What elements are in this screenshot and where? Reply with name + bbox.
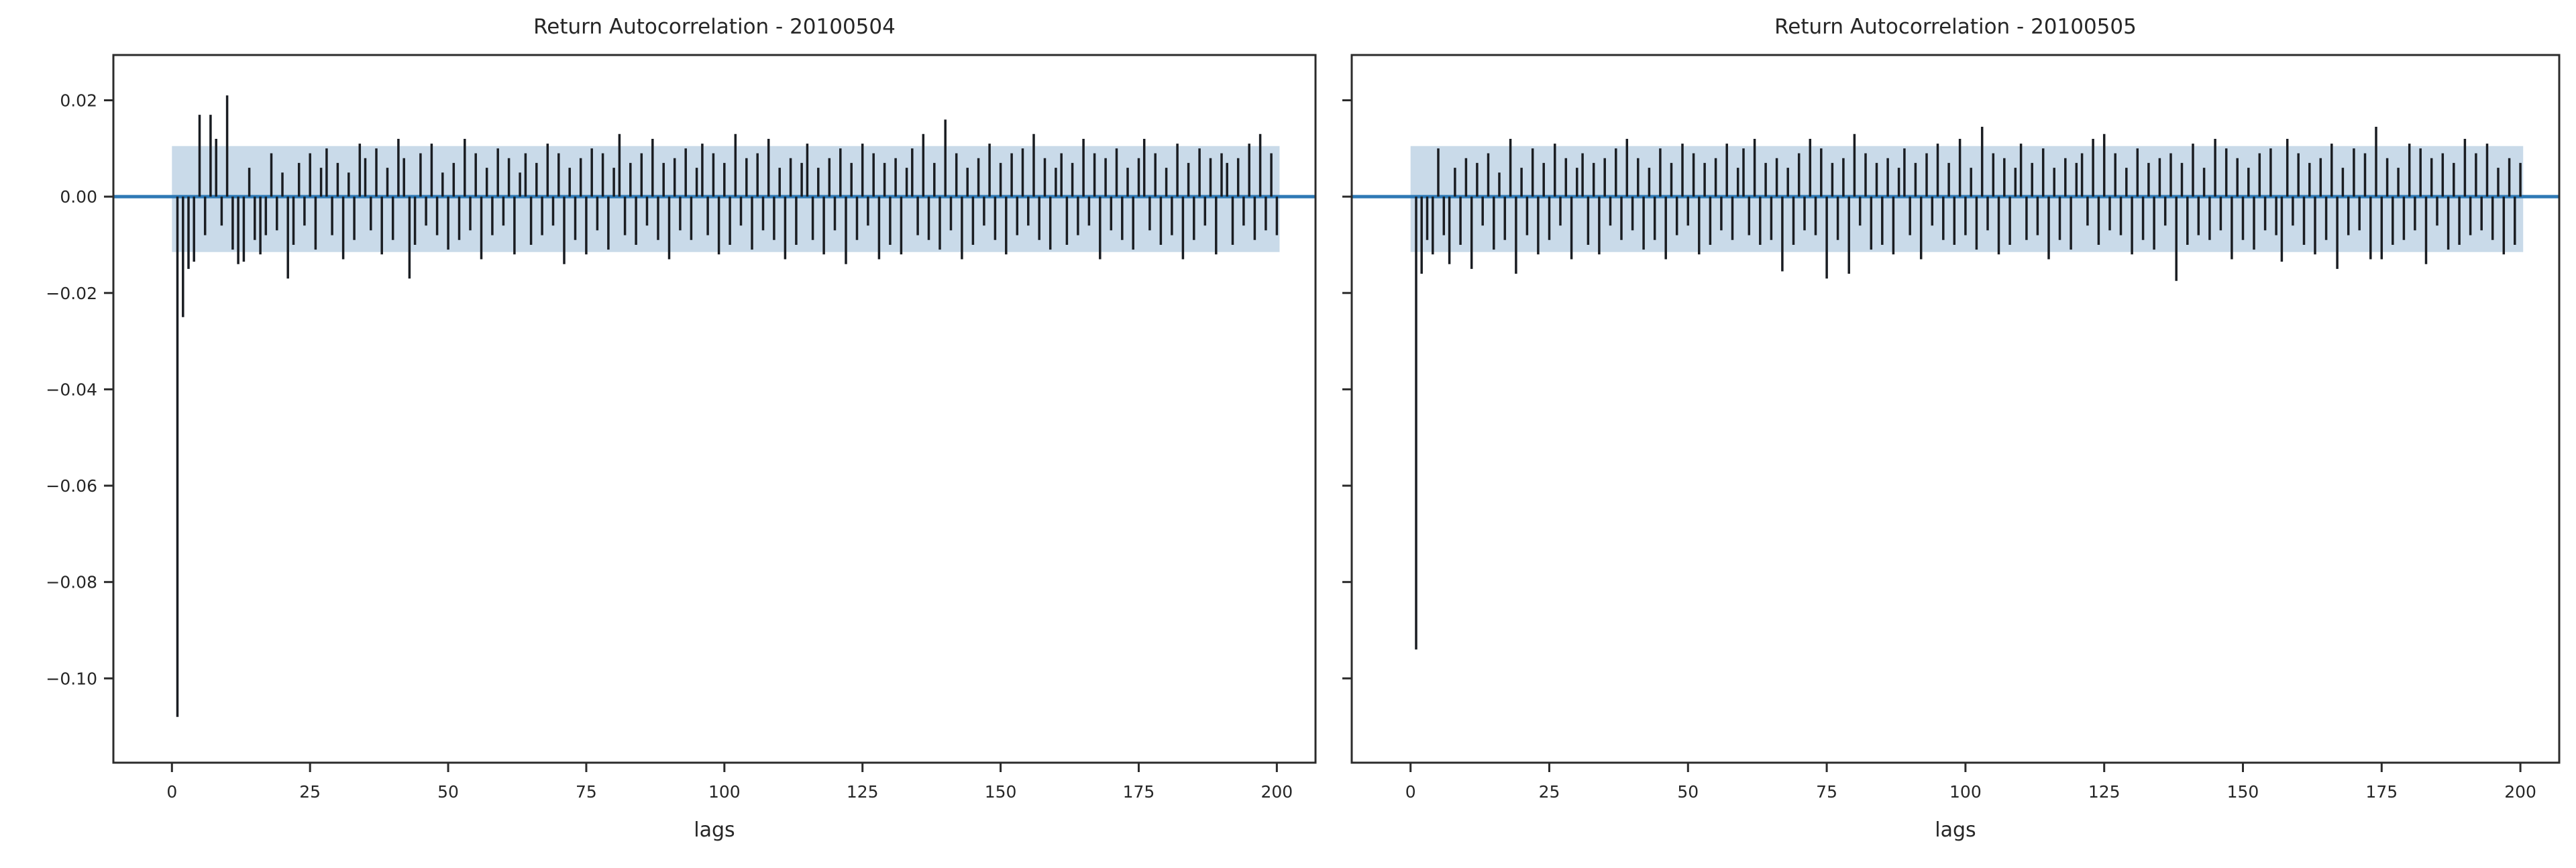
x-tick-label: 25 bbox=[1539, 782, 1560, 802]
autocorrelation-stems bbox=[176, 95, 1279, 717]
x-tick-label: 75 bbox=[1816, 782, 1837, 802]
x-tick-label: 200 bbox=[2504, 782, 2536, 802]
x-tick-label: 0 bbox=[1405, 782, 1416, 802]
x-tick-label: 100 bbox=[708, 782, 741, 802]
axes-spines bbox=[112, 54, 1317, 764]
y-tick-label: −0.10 bbox=[46, 669, 97, 688]
x-tick-label: 125 bbox=[2088, 782, 2121, 802]
x-tick-label: 175 bbox=[2365, 782, 2398, 802]
y-tick-label: −0.02 bbox=[46, 284, 97, 303]
x-tick-label: 175 bbox=[1123, 782, 1155, 802]
y-tick-label: 0.02 bbox=[60, 91, 97, 111]
x-axis-label-left: lags bbox=[694, 818, 735, 842]
y-tick-label: 0.00 bbox=[60, 187, 97, 207]
plot-title-left: Return Autocorrelation - 20100504 bbox=[533, 15, 896, 39]
x-axis-label-right: lags bbox=[1935, 818, 1976, 842]
x-tick-label: 75 bbox=[576, 782, 597, 802]
y-tick-label: −0.08 bbox=[46, 573, 97, 592]
x-tick-label: 100 bbox=[1949, 782, 1982, 802]
axes-spines bbox=[1350, 54, 2561, 764]
confidence-band bbox=[1410, 146, 2524, 252]
x-tick-label: 150 bbox=[2227, 782, 2259, 802]
x-tick-label: 25 bbox=[299, 782, 321, 802]
x-tick-label: 0 bbox=[166, 782, 177, 802]
x-tick-label: 150 bbox=[985, 782, 1017, 802]
x-tick-label: 50 bbox=[437, 782, 459, 802]
plot-title-right: Return Autocorrelation - 20100505 bbox=[1774, 15, 2137, 39]
x-tick-label: 50 bbox=[1677, 782, 1699, 802]
x-tick-label: 200 bbox=[1260, 782, 1293, 802]
y-tick-label: −0.04 bbox=[46, 380, 97, 399]
autocorrelation-stems bbox=[1415, 127, 2522, 650]
y-tick-label: −0.06 bbox=[46, 476, 97, 496]
x-tick-label: 125 bbox=[847, 782, 879, 802]
